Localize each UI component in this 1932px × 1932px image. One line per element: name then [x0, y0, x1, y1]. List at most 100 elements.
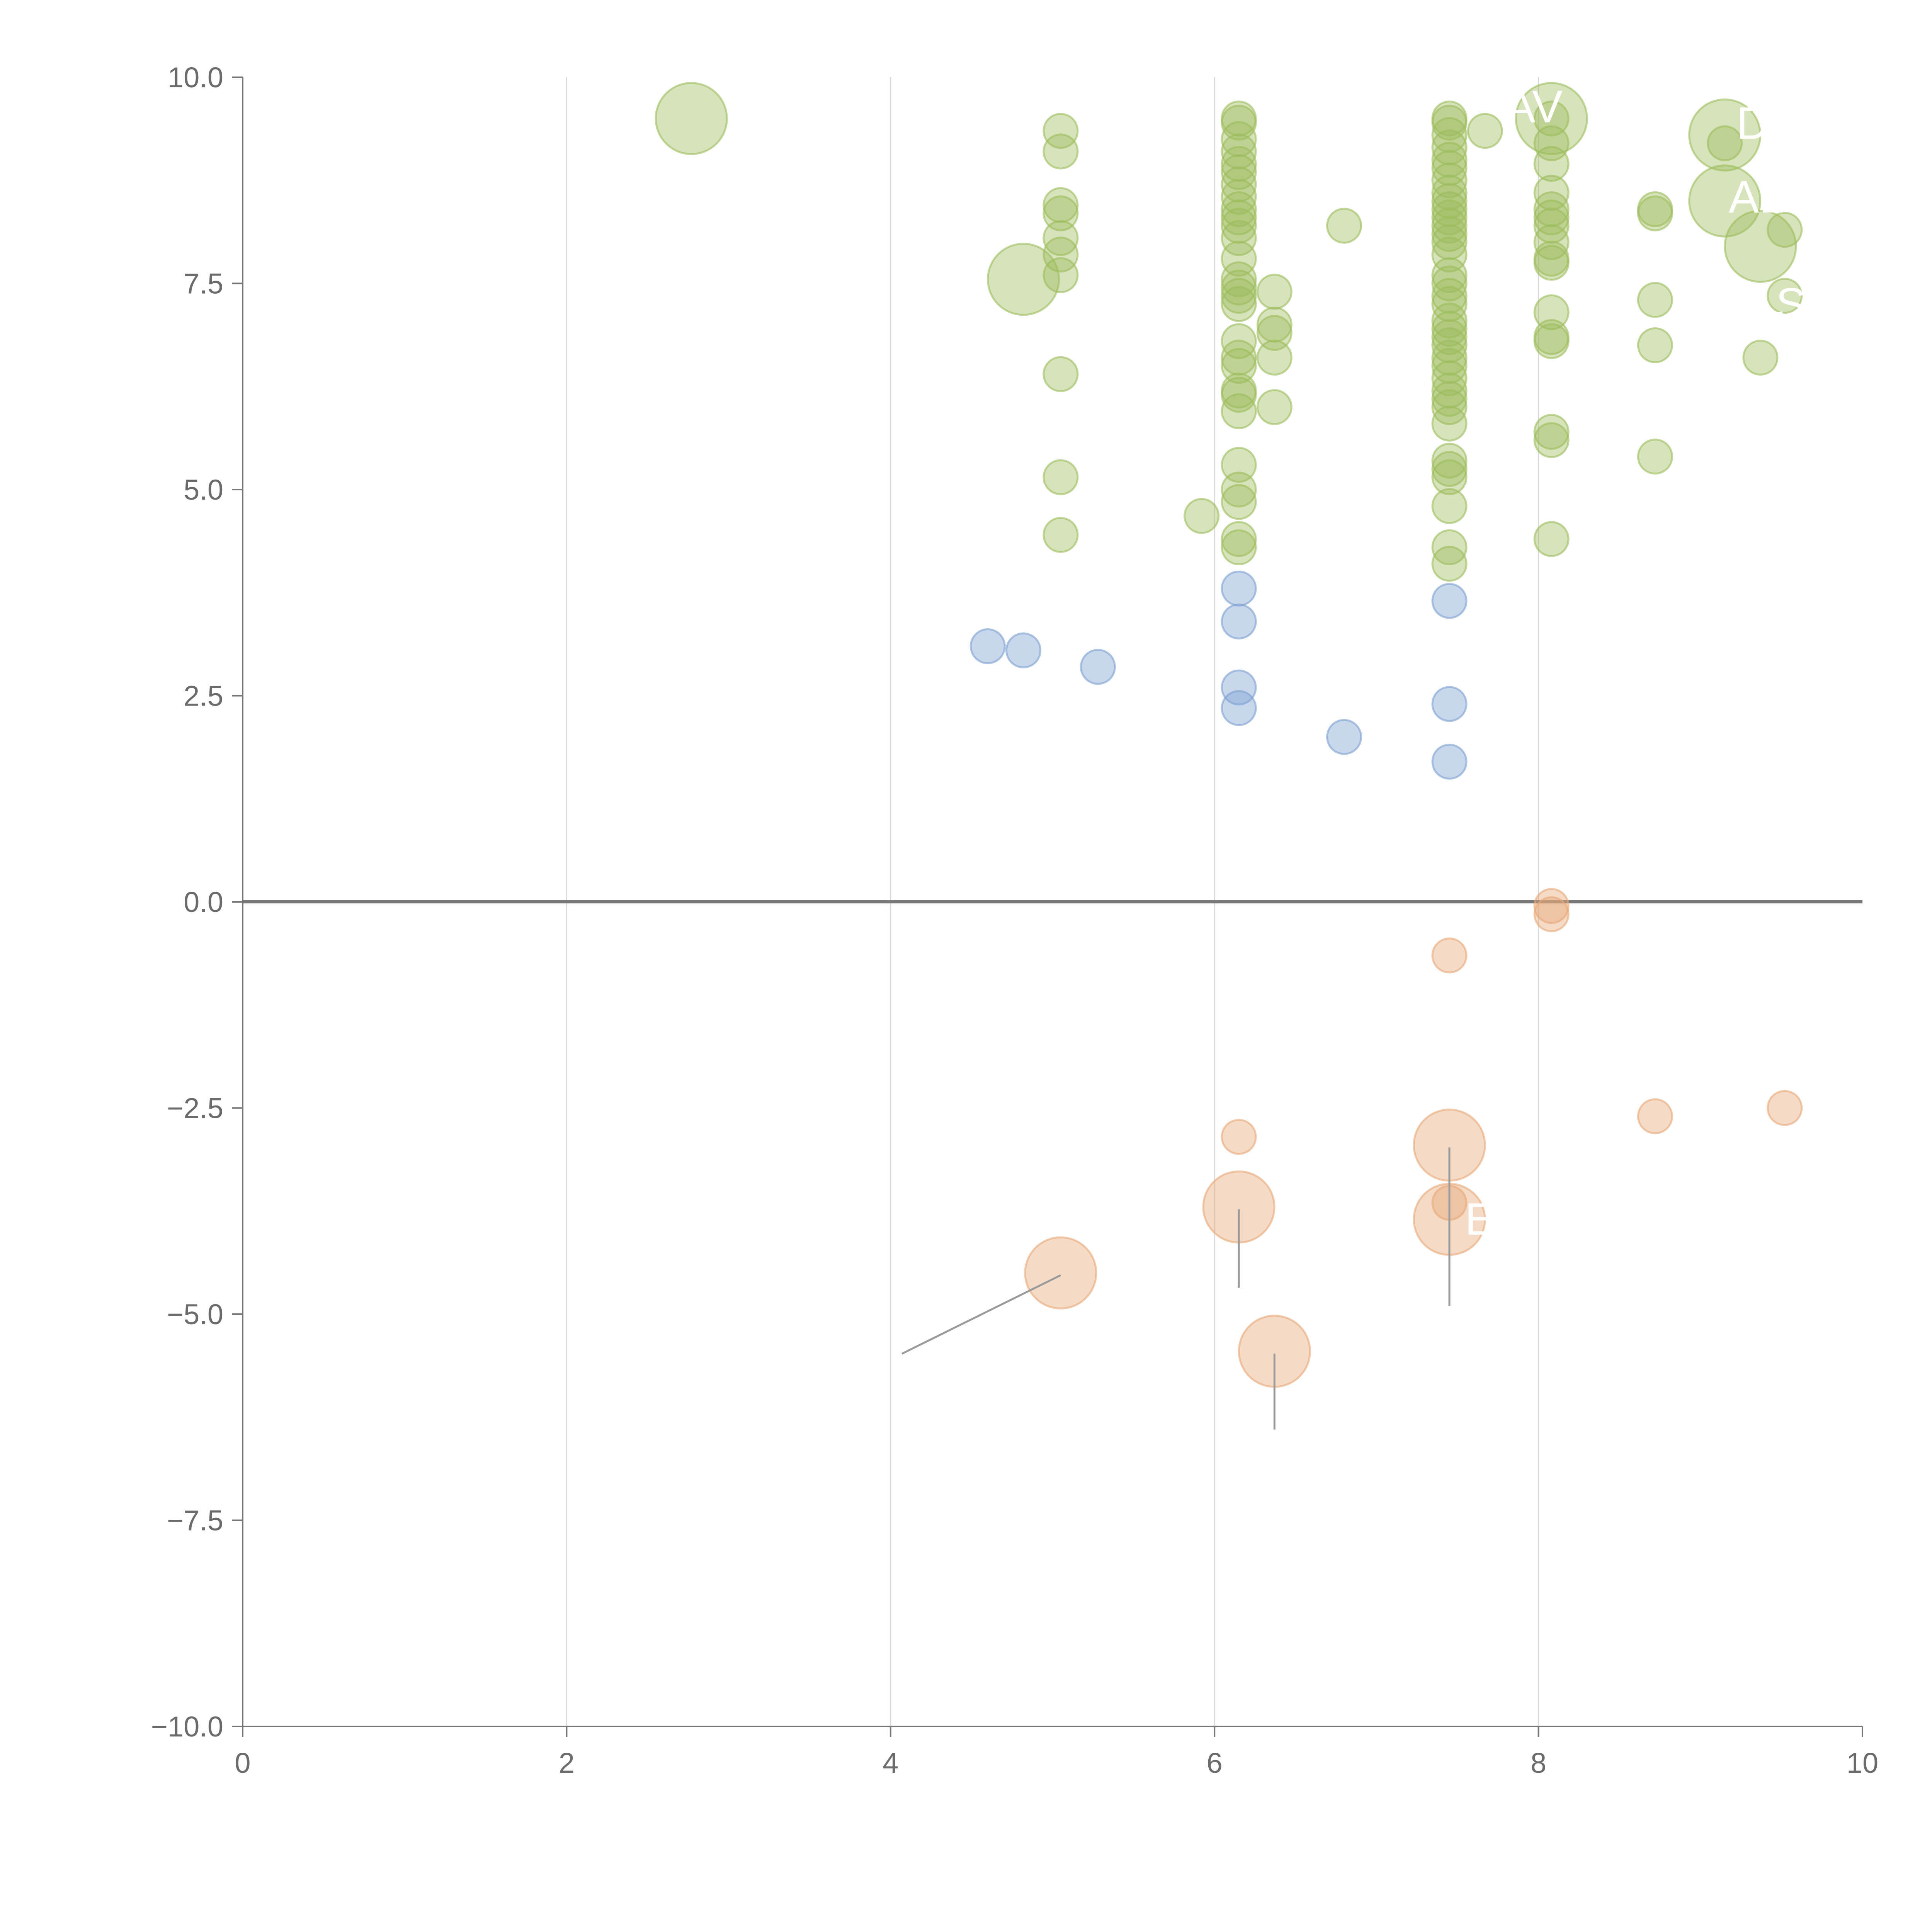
- y-tick-label: −7.5: [167, 1505, 223, 1537]
- data-point-green: [1637, 327, 1673, 364]
- data-point-green: [1431, 459, 1468, 495]
- y-tick-label: −2.5: [167, 1092, 223, 1124]
- y-tick-label: 10.0: [168, 61, 223, 94]
- point-label: DAI: [1736, 98, 1813, 149]
- point-label: E: [1465, 1194, 1495, 1245]
- data-point-green: [1533, 521, 1570, 557]
- data-point-large-green: [1688, 98, 1762, 172]
- data-point-green: [1221, 121, 1257, 157]
- data-point-green: [1431, 278, 1468, 314]
- data-point-large-orange: [1024, 1236, 1097, 1310]
- data-point-green: [1533, 245, 1570, 281]
- x-tick-label: 2: [559, 1747, 575, 1779]
- data-point-green: [1043, 236, 1079, 273]
- data-point-green: [1707, 125, 1743, 162]
- data-point-green: [1221, 286, 1257, 322]
- data-point-blue: [1080, 649, 1116, 685]
- axis-layer: 10.0 7.5 5.0 2.5 0.0 −2.5 −5.0 −7.5 −10.0 0 2 4 6 8 10: [151, 61, 1878, 1779]
- data-point-green: [1767, 278, 1803, 314]
- x-tick-label: 10: [1847, 1747, 1878, 1779]
- data-point-green: [1221, 133, 1257, 170]
- data-point-large-green: [1688, 164, 1762, 238]
- x-tick-label: 6: [1207, 1747, 1223, 1779]
- data-point-green: [1431, 348, 1468, 384]
- data-point-green: [1221, 471, 1257, 508]
- data-point-green: [1221, 521, 1257, 557]
- y-tick-label: 7.5: [184, 268, 223, 300]
- data-point-green: [1767, 212, 1803, 248]
- data-point-green: [1533, 199, 1570, 236]
- data-point-green: [1431, 265, 1468, 301]
- y-tick-label: 5.0: [184, 474, 223, 506]
- data-point-large-green: [1724, 209, 1797, 283]
- data-point-green: [1467, 113, 1503, 149]
- data-point-blue: [1005, 632, 1042, 668]
- data-point-green: [1043, 356, 1079, 392]
- y-tick-label: −5.0: [167, 1298, 223, 1330]
- data-point-green: [1431, 360, 1468, 396]
- data-point-large-green: [1515, 82, 1588, 155]
- data-point-green: [1431, 104, 1468, 141]
- data-point-green: [1431, 224, 1468, 260]
- data-point-green: [1043, 133, 1079, 170]
- data-point-blue: [1221, 603, 1257, 639]
- data-point-green: [1431, 405, 1468, 442]
- data-point-green: [1533, 100, 1570, 137]
- data-point-green: [1431, 141, 1468, 178]
- data-point-green: [1221, 348, 1257, 384]
- data-point-green: [1043, 113, 1079, 149]
- data-point-green: [1221, 529, 1257, 565]
- y-tick-label: 2.5: [184, 680, 223, 712]
- data-point-green: [1221, 166, 1257, 202]
- data-point-green: [1221, 393, 1257, 429]
- data-point-green: [1043, 517, 1079, 553]
- data-point-green: [1431, 488, 1468, 524]
- point-label: S: [1776, 279, 1806, 330]
- data-point-green: [1431, 129, 1468, 165]
- data-point-blue: [1221, 669, 1257, 706]
- data-point-blue: [1326, 719, 1362, 755]
- data-point-green: [1256, 389, 1293, 425]
- data-point-green: [1184, 498, 1220, 534]
- label-layer: I AV DAI ALIC S E: [757, 82, 1830, 1430]
- data-point-green: [1742, 340, 1779, 376]
- data-point-green: [1637, 282, 1673, 318]
- annotation-leader-line: [901, 1274, 1061, 1355]
- data-point-green: [1533, 146, 1570, 182]
- data-point-green: [1431, 381, 1468, 417]
- data-point-blue: [1431, 686, 1468, 722]
- data-point-green: [1043, 257, 1079, 293]
- data-point-green: [1533, 422, 1570, 458]
- data-point-green: [1043, 195, 1079, 231]
- data-point-orange: [1533, 888, 1570, 924]
- data-point-blue: [1431, 743, 1468, 780]
- data-point-blue: [969, 628, 1006, 664]
- data-point-large-green: [655, 82, 728, 155]
- data-point-green: [1431, 162, 1468, 199]
- data-point-green: [1221, 154, 1257, 190]
- y-tick-label: 0.0: [184, 886, 223, 918]
- data-point-orange: [1431, 937, 1468, 974]
- data-point-green: [1431, 327, 1468, 364]
- point-label: ALIC: [1729, 172, 1830, 223]
- data-point-green: [1431, 257, 1468, 293]
- data-point-green: [1533, 323, 1570, 359]
- data-point-green: [1431, 236, 1468, 273]
- data-point-green: [1221, 278, 1257, 314]
- data-point-green: [1256, 274, 1293, 310]
- data-point-green: [1326, 207, 1362, 244]
- data-point-green: [1431, 451, 1468, 487]
- data-point-green: [1637, 195, 1673, 231]
- x-tick-label: 8: [1531, 1747, 1546, 1779]
- data-point-green: [1043, 187, 1079, 223]
- y-tick-label: −10.0: [151, 1711, 223, 1743]
- point-layer: [655, 82, 1803, 1388]
- point-label: I: [757, 89, 770, 140]
- data-point-blue: [1221, 690, 1257, 726]
- x-tick-label: 4: [883, 1747, 898, 1779]
- data-point-orange: [1637, 1098, 1673, 1134]
- data-point-green: [1256, 340, 1293, 376]
- data-point-orange: [1533, 896, 1570, 932]
- data-point-green: [1431, 150, 1468, 186]
